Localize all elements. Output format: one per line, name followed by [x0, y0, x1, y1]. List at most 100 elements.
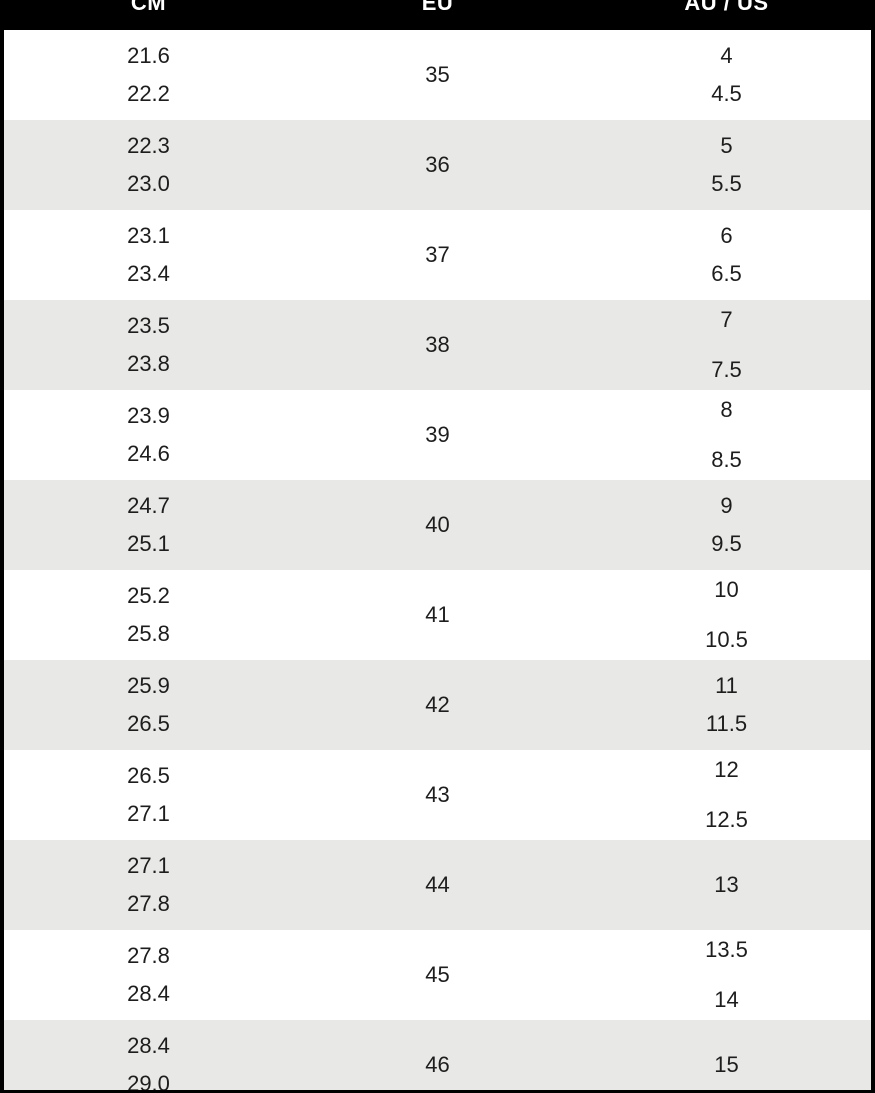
- au-us-size-value: 6.5: [711, 261, 742, 286]
- cm-max-value: 22.2: [127, 81, 170, 106]
- cell-eu: 43: [293, 750, 582, 840]
- size-chart-table: CM EU AU / US 21.6 22.2 35 4 4.5 22.3 23.0 …: [4, 0, 871, 1091]
- cell-cm: 21.6 22.2: [4, 30, 293, 120]
- cell-cm: 22.3 23.0: [4, 120, 293, 210]
- cm-max-value: 26.5: [127, 711, 170, 736]
- cm-min-value: 23.9: [127, 403, 170, 428]
- cell-au-us: 9 9.5: [582, 480, 871, 570]
- cm-min-value: 23.5: [127, 313, 170, 338]
- column-header-au-us: AU / US: [684, 0, 769, 15]
- cell-cm: 28.4 29.0: [4, 1020, 293, 1091]
- cm-min-value: 22.3: [127, 133, 170, 158]
- cell-au-us: 5 5.5: [582, 120, 871, 210]
- cm-max-value: 28.4: [127, 981, 170, 1006]
- cell-cm: 23.1 23.4: [4, 210, 293, 300]
- table-body: 21.6 22.2 35 4 4.5 22.3 23.0 36 5 5.5 23.1 23…: [4, 30, 871, 1091]
- cell-eu: 40: [293, 480, 582, 570]
- table-row: 28.4 29.0 46 15: [4, 1020, 871, 1091]
- au-us-size-value: 7.5: [711, 357, 742, 382]
- cm-min-value: 27.1: [127, 853, 170, 878]
- au-us-size-value: 12.5: [705, 807, 748, 832]
- cell-eu: 41: [293, 570, 582, 660]
- cell-eu: 38: [293, 300, 582, 390]
- au-us-size-value: 13: [714, 872, 739, 897]
- cell-cm: 24.7 25.1: [4, 480, 293, 570]
- cm-max-value: 27.8: [127, 891, 170, 916]
- cm-max-value: 23.4: [127, 261, 170, 286]
- cell-au-us: 10 10.5: [582, 570, 871, 660]
- eu-size-value: 35: [425, 62, 450, 87]
- cell-cm: 25.2 25.8: [4, 570, 293, 660]
- au-us-size-value: 8.5: [711, 447, 742, 472]
- cell-au-us: 13.5 14: [582, 930, 871, 1020]
- cm-min-value: 26.5: [127, 763, 170, 788]
- au-us-size-value: 9: [720, 493, 733, 518]
- cell-eu: 46: [293, 1020, 582, 1090]
- cm-min-value: 23.1: [127, 223, 170, 248]
- table-row: 25.9 26.5 42 11 11.5: [4, 660, 871, 750]
- eu-size-value: 44: [425, 872, 450, 897]
- cm-min-value: 28.4: [127, 1033, 170, 1058]
- table-row: 27.1 27.8 44 13: [4, 840, 871, 930]
- table-row: 23.9 24.6 39 8 8.5: [4, 390, 871, 480]
- cell-au-us: 8 8.5: [582, 390, 871, 480]
- au-us-size-value: 14: [714, 987, 739, 1012]
- column-header-cm: CM: [130, 0, 167, 15]
- eu-size-value: 36: [425, 152, 450, 177]
- cell-au-us: 4 4.5: [582, 30, 871, 120]
- cell-eu: 36: [293, 120, 582, 210]
- au-us-size-value: 4.5: [711, 81, 742, 106]
- table-row: 21.6 22.2 35 4 4.5: [4, 30, 871, 120]
- table-row: 26.5 27.1 43 12 12.5: [4, 750, 871, 840]
- au-us-size-value: 10.5: [705, 627, 748, 652]
- cell-au-us: 12 12.5: [582, 750, 871, 840]
- cell-cm: 27.8 28.4: [4, 930, 293, 1020]
- cell-au-us: 11 11.5: [582, 660, 871, 750]
- table-row: 22.3 23.0 36 5 5.5: [4, 120, 871, 210]
- cell-eu: 37: [293, 210, 582, 300]
- cell-cm: 26.5 27.1: [4, 750, 293, 840]
- eu-size-value: 45: [425, 962, 450, 987]
- cm-max-value: 23.8: [127, 351, 170, 376]
- au-us-size-value: 5: [720, 133, 733, 158]
- cm-min-value: 27.8: [127, 943, 170, 968]
- au-us-size-value: 9.5: [711, 531, 742, 556]
- au-us-size-value: 6: [720, 223, 733, 248]
- cm-max-value: 25.8: [127, 621, 170, 646]
- au-us-size-value: 4: [720, 43, 733, 68]
- cm-max-value: 25.1: [127, 531, 170, 556]
- cm-min-value: 24.7: [127, 493, 170, 518]
- cell-cm: 25.9 26.5: [4, 660, 293, 750]
- eu-size-value: 39: [425, 422, 450, 447]
- cell-au-us: 6 6.5: [582, 210, 871, 300]
- au-us-size-value: 8: [720, 397, 733, 422]
- cell-cm: 23.5 23.8: [4, 300, 293, 390]
- table-row: 23.1 23.4 37 6 6.5: [4, 210, 871, 300]
- cm-min-value: 25.2: [127, 583, 170, 608]
- table-row: 23.5 23.8 38 7 7.5: [4, 300, 871, 390]
- au-us-size-value: 11.5: [705, 711, 748, 736]
- eu-size-value: 42: [425, 692, 450, 717]
- au-us-size-value: 15: [714, 1052, 739, 1077]
- au-us-size-value: 5.5: [711, 171, 742, 196]
- cell-au-us: 15: [582, 1020, 871, 1090]
- table-row: 24.7 25.1 40 9 9.5: [4, 480, 871, 570]
- au-us-size-value: 7: [720, 307, 733, 332]
- au-us-size-value: 11: [715, 673, 738, 698]
- cm-min-value: 21.6: [127, 43, 170, 68]
- cell-eu: 39: [293, 390, 582, 480]
- au-us-size-value: 10: [714, 577, 739, 602]
- au-us-size-value: 12: [714, 757, 739, 782]
- cm-max-value: 27.1: [127, 801, 170, 826]
- eu-size-value: 41: [425, 602, 450, 627]
- table-row: 27.8 28.4 45 13.5 14: [4, 930, 871, 1020]
- cell-au-us: 13: [582, 840, 871, 930]
- cell-cm: 27.1 27.8: [4, 840, 293, 930]
- cell-eu: 42: [293, 660, 582, 750]
- cm-max-value: 24.6: [127, 441, 170, 466]
- table-header-row: CM EU AU / US: [4, 0, 871, 30]
- cell-eu: 45: [293, 930, 582, 1020]
- column-header-eu: EU: [421, 0, 454, 15]
- cm-max-value: 23.0: [127, 171, 170, 196]
